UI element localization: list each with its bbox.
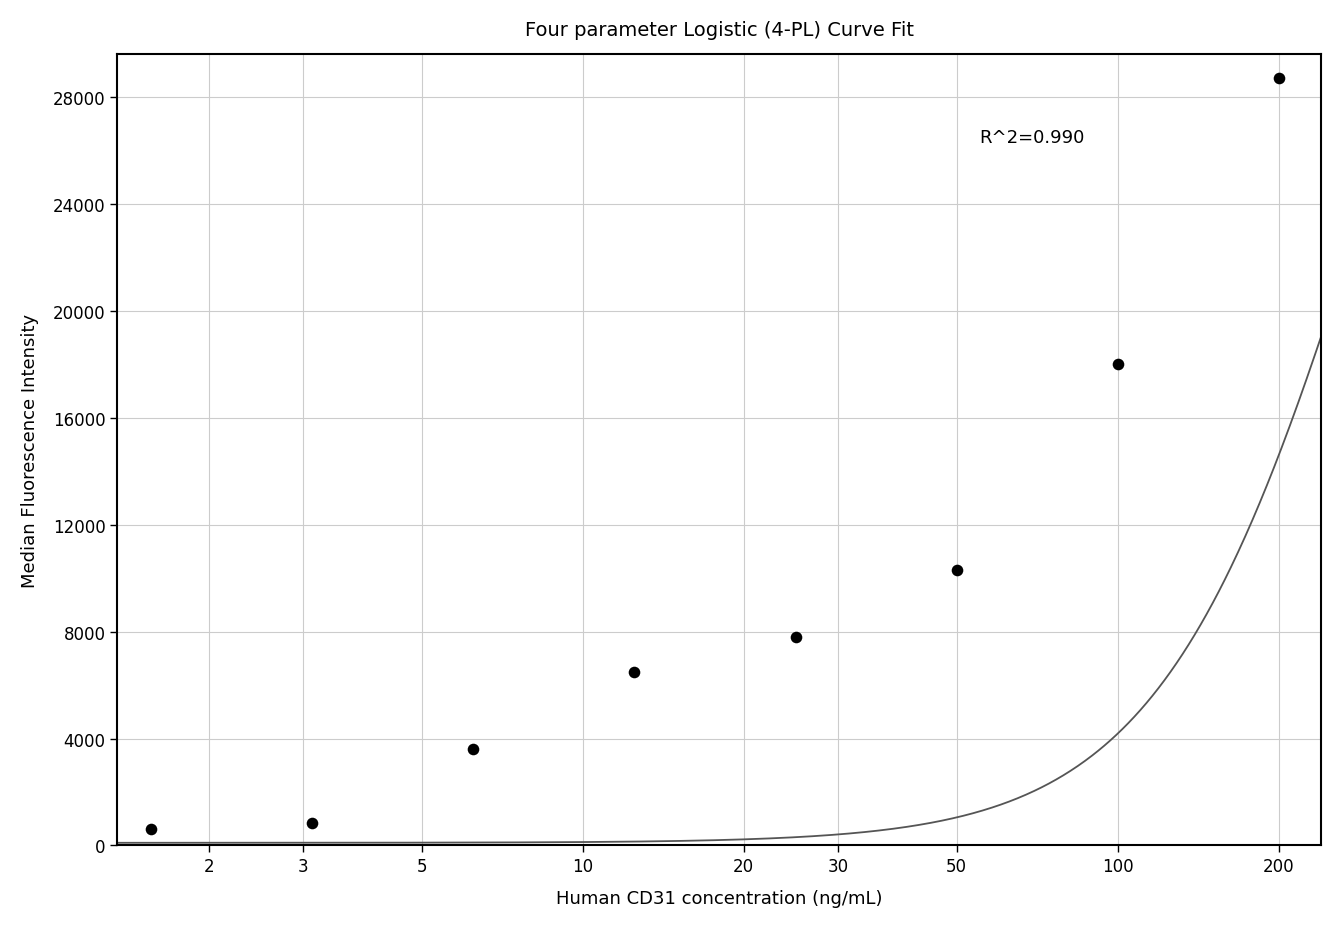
- Point: [1107, 357, 1129, 372]
- Point: [141, 822, 162, 837]
- Point: [302, 816, 323, 831]
- Point: [624, 664, 646, 679]
- Text: R^2=0.990: R^2=0.990: [978, 129, 1084, 147]
- X-axis label: Human CD31 concentration (ng/mL): Human CD31 concentration (ng/mL): [556, 889, 883, 908]
- Point: [463, 742, 484, 757]
- Y-axis label: Median Fluorescence Intensity: Median Fluorescence Intensity: [21, 314, 39, 587]
- Point: [1268, 71, 1290, 86]
- Point: [946, 563, 968, 578]
- Point: [785, 630, 807, 645]
- Title: Four parameter Logistic (4-PL) Curve Fit: Four parameter Logistic (4-PL) Curve Fit: [525, 20, 914, 40]
